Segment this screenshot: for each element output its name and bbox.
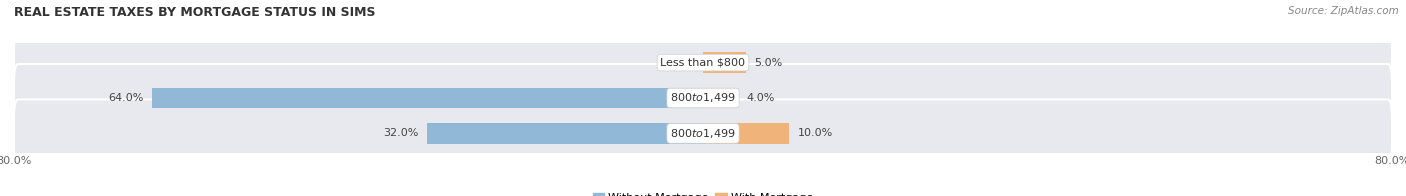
Text: Less than $800: Less than $800 xyxy=(661,58,745,68)
Bar xyxy=(427,123,703,144)
Text: REAL ESTATE TAXES BY MORTGAGE STATUS IN SIMS: REAL ESTATE TAXES BY MORTGAGE STATUS IN … xyxy=(14,6,375,19)
Bar xyxy=(152,88,703,108)
Text: 64.0%: 64.0% xyxy=(108,93,143,103)
Text: Source: ZipAtlas.com: Source: ZipAtlas.com xyxy=(1288,6,1399,16)
Text: 10.0%: 10.0% xyxy=(797,128,832,138)
FancyBboxPatch shape xyxy=(14,29,1392,97)
Legend: Without Mortgage, With Mortgage: Without Mortgage, With Mortgage xyxy=(588,189,818,196)
Text: $800 to $1,499: $800 to $1,499 xyxy=(671,92,735,104)
FancyBboxPatch shape xyxy=(14,99,1392,167)
FancyBboxPatch shape xyxy=(14,64,1392,132)
Bar xyxy=(703,52,747,73)
Text: 32.0%: 32.0% xyxy=(384,128,419,138)
Text: $800 to $1,499: $800 to $1,499 xyxy=(671,127,735,140)
Bar xyxy=(703,88,738,108)
Text: 4.0%: 4.0% xyxy=(747,93,775,103)
Text: 5.0%: 5.0% xyxy=(755,58,783,68)
Text: 0.0%: 0.0% xyxy=(662,58,690,68)
Bar xyxy=(703,123,789,144)
